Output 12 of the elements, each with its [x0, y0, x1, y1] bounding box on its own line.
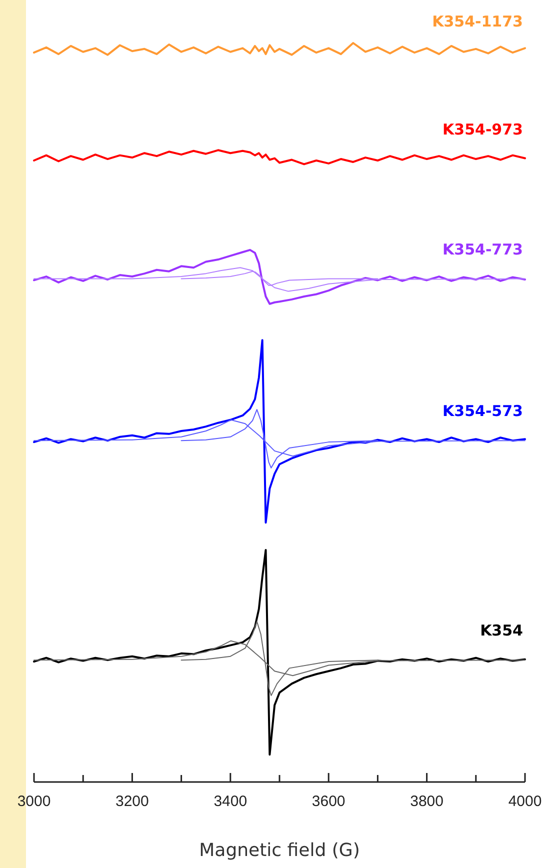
series-label: K354-1173	[432, 12, 523, 31]
x-axis-title: Magnetic field (G)	[199, 840, 360, 861]
x-tick-label: 3800	[410, 793, 444, 810]
x-tick-label: 3200	[116, 793, 149, 810]
series-label: K354-573	[442, 402, 523, 420]
x-tick-label: 3400	[214, 793, 248, 810]
x-tick-label: 4000	[508, 793, 542, 810]
x-tick-label: 3000	[17, 793, 51, 810]
series-label: K354-973	[442, 120, 523, 139]
x-tick-label: 3600	[312, 793, 346, 810]
series-label: K354-773	[442, 240, 523, 258]
series-label: K354	[480, 622, 523, 640]
